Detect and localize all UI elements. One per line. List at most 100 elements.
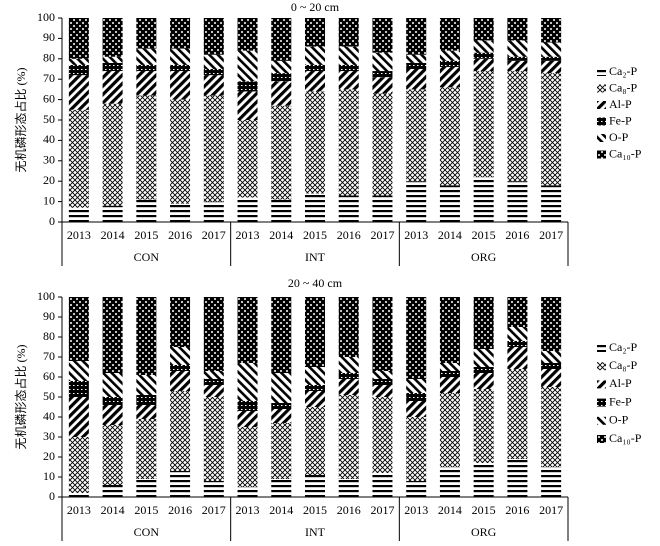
chart-title: 20 ~ 40 cm	[288, 276, 343, 290]
bar-segment	[271, 423, 292, 479]
bar-segment	[203, 201, 224, 222]
y-tick-label: 70	[43, 349, 55, 363]
bar-segment	[372, 397, 393, 473]
bar-segment	[102, 425, 123, 485]
bar-segment	[473, 373, 494, 389]
bar-segment	[136, 375, 157, 395]
bar-segment	[338, 195, 359, 222]
x-tick-label: 2016	[168, 503, 192, 517]
bar-segment	[406, 89, 427, 182]
bar-segment	[237, 363, 258, 401]
bar-segment	[473, 463, 494, 497]
bar-segment	[473, 389, 494, 463]
bar-segment	[102, 373, 123, 397]
bar-segment	[136, 95, 157, 200]
x-tick-label: 2016	[337, 503, 361, 517]
bar-segment	[102, 18, 123, 57]
bar-segment	[406, 417, 427, 481]
bar-segment	[136, 297, 157, 375]
bar-segment	[237, 18, 258, 51]
bar-segment	[439, 377, 460, 393]
bar-segment	[439, 185, 460, 222]
x-tick-label: 2014	[438, 228, 462, 242]
bar-segment	[406, 481, 427, 497]
legend-label: Al-P	[609, 97, 632, 111]
bar-segment	[541, 387, 562, 467]
bar-segment	[439, 87, 460, 186]
bar-segment	[305, 18, 325, 47]
legend-swatch	[597, 344, 606, 352]
bar-segment	[439, 467, 460, 497]
bar-segment	[271, 60, 292, 74]
y-axis-label: 无机磷形态占比 (%)	[13, 345, 28, 450]
bar-segment	[68, 381, 89, 397]
y-axis-label: 无机磷形态占比 (%)	[13, 68, 28, 173]
bar-segment	[372, 385, 393, 397]
x-tick-label: 2017	[370, 228, 394, 242]
bar-segment	[102, 103, 123, 206]
bar-segment	[406, 393, 427, 401]
bar-segment	[170, 64, 191, 72]
bar-segment	[237, 411, 258, 427]
bar-segment	[170, 365, 191, 371]
bar-segment	[338, 395, 359, 479]
bar-segment	[271, 81, 292, 106]
group-label: CON	[134, 250, 160, 264]
bar-segment	[136, 419, 157, 479]
y-tick-label: 60	[43, 91, 55, 105]
bar-segment	[271, 199, 292, 222]
legend-label: O-P	[609, 413, 629, 427]
bar-segment	[203, 371, 224, 379]
legend-swatch	[597, 101, 606, 109]
x-tick-label: 2013	[67, 228, 91, 242]
bar-segment	[136, 479, 157, 497]
bar-segment	[406, 181, 427, 222]
bar-segment	[305, 391, 325, 407]
group-label: CON	[134, 525, 160, 539]
bar-segment	[68, 109, 89, 208]
bar-segment	[473, 297, 494, 349]
bar-segment	[507, 347, 528, 369]
bar-segment	[68, 75, 89, 110]
bar-segment	[237, 50, 258, 82]
y-tick-label: 30	[43, 153, 55, 167]
legend-swatch	[597, 435, 606, 443]
bar-segment	[406, 401, 427, 417]
bar-segment	[473, 40, 494, 53]
x-tick-label: 2016	[505, 228, 529, 242]
bar-segment	[439, 18, 460, 51]
y-tick-label: 40	[43, 132, 55, 146]
bar-segment	[541, 42, 562, 57]
bar-segment	[541, 297, 562, 351]
legend-label: Ca₈-P	[609, 358, 638, 372]
bar-segment	[439, 393, 460, 467]
x-tick-label: 2014	[101, 503, 125, 517]
y-tick-label: 10	[43, 193, 55, 207]
bar-segment	[507, 71, 528, 182]
y-tick-label: 10	[43, 469, 55, 483]
bar-segment	[473, 52, 494, 59]
bar-segment	[170, 371, 191, 391]
y-tick-label: 40	[43, 409, 55, 423]
bar-segment	[305, 385, 325, 391]
y-tick-label: 0	[49, 489, 55, 503]
bar-segment	[203, 397, 224, 481]
bar-segment	[507, 56, 528, 61]
x-tick-label: 2015	[134, 503, 158, 517]
bar-segment	[305, 407, 325, 475]
legend-label: Ca₁₀-P	[609, 146, 642, 160]
legend-swatch	[597, 117, 606, 126]
bar-segment	[406, 18, 427, 55]
bar-segment	[406, 69, 427, 90]
bar-segment	[136, 199, 157, 222]
x-tick-label: 2016	[505, 503, 529, 517]
y-tick-label: 80	[43, 329, 55, 343]
x-tick-label: 2017	[539, 503, 563, 517]
bar-segment	[473, 177, 494, 222]
bar-segment	[68, 18, 89, 59]
bar-segment	[439, 371, 460, 377]
bar-segment	[406, 379, 427, 393]
y-tick-label: 70	[43, 71, 55, 85]
x-tick-label: 2017	[202, 228, 226, 242]
bar-segment	[305, 193, 325, 222]
